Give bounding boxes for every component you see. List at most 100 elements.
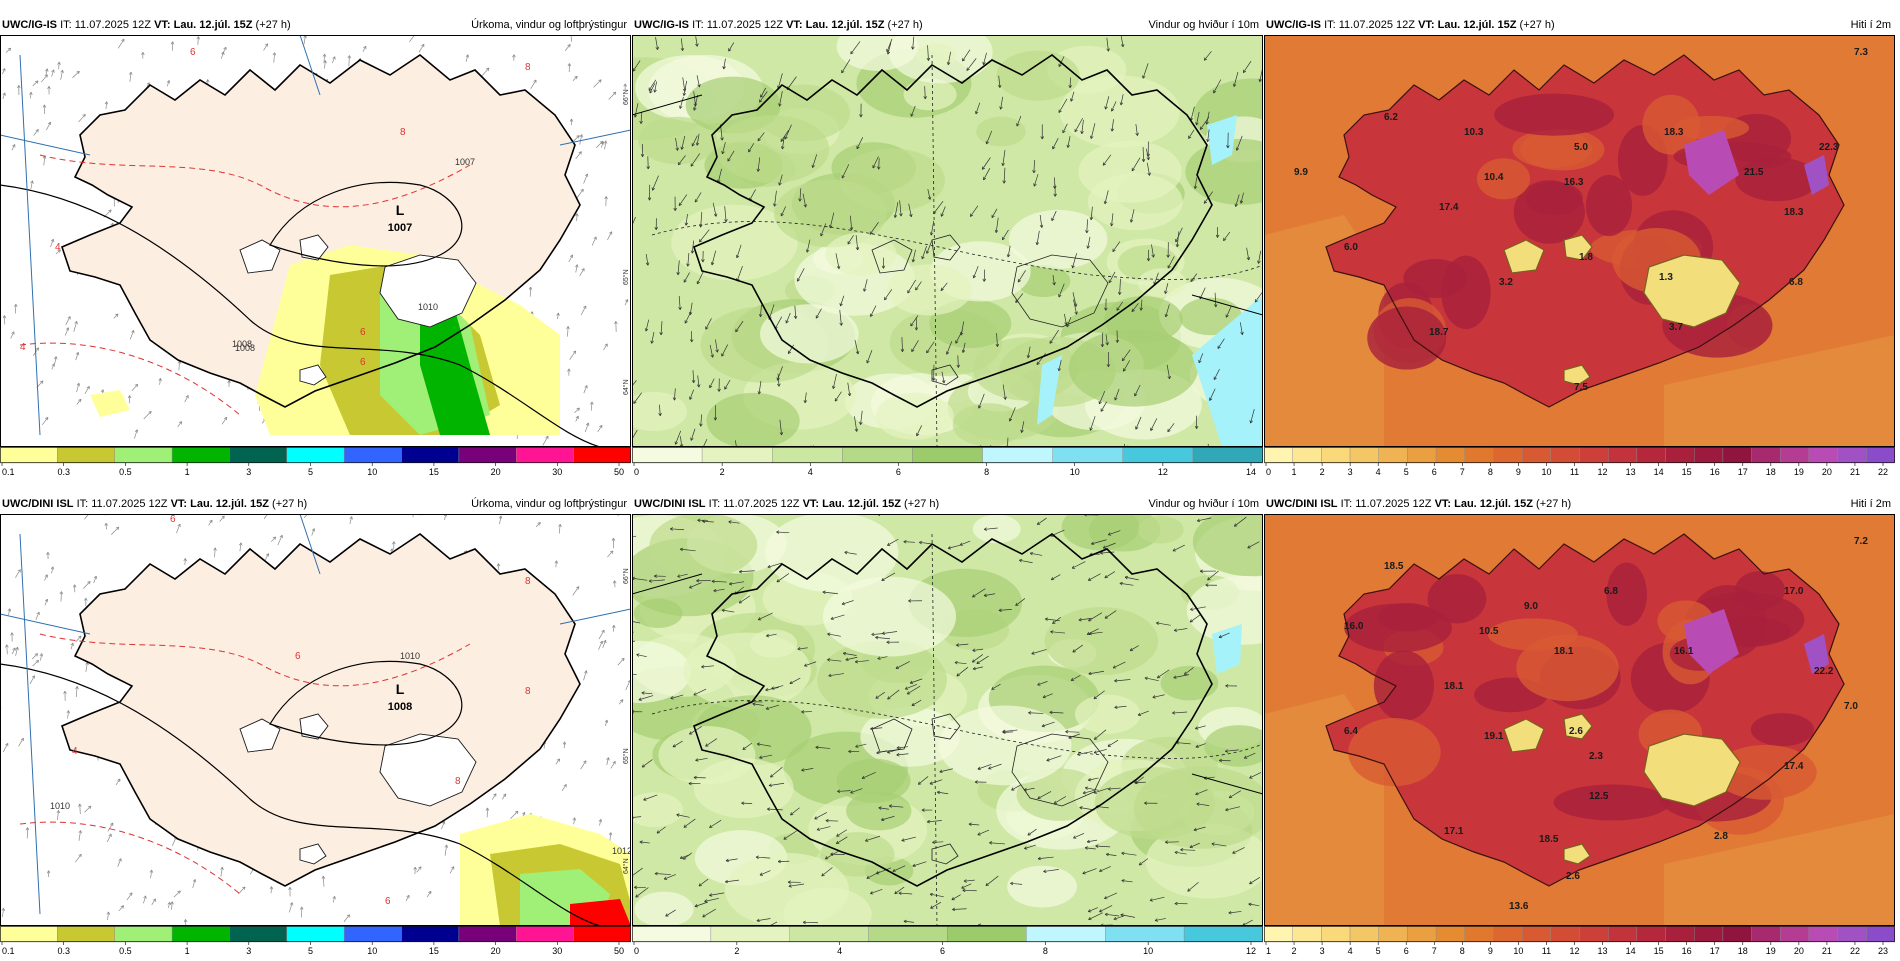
- map-area: [632, 514, 1263, 926]
- temp-area: [1441, 256, 1490, 329]
- latitude-label: 66°N: [622, 568, 630, 584]
- temp-label: 18.3: [1664, 127, 1684, 138]
- colorbar-label: 5: [1404, 467, 1409, 477]
- colorbar-segment: [0, 447, 57, 463]
- colorbar-segment: [1293, 447, 1322, 463]
- colorbar-segment: [1379, 447, 1408, 463]
- wind-speed-area: [916, 43, 956, 67]
- field-title: Úrkoma, vindur og loftþrýstingur: [471, 498, 627, 510]
- isobar-label: 1010: [400, 651, 420, 661]
- colorbar-segment: [459, 447, 516, 463]
- colorbar-label: 0.1: [2, 946, 15, 956]
- temp-label: 2.6: [1569, 726, 1583, 737]
- temp-area: [1367, 307, 1446, 370]
- colorbar-label: 18: [1738, 946, 1748, 956]
- wind-speed-area: [875, 393, 953, 440]
- field-title: Vindur og hviður í 10m: [1149, 19, 1259, 31]
- wind-speed-area: [904, 79, 957, 111]
- temp-label: 6.8: [1604, 586, 1618, 597]
- low-pressure-label: L: [396, 202, 405, 218]
- panel-header: UWC/IG-IS IT: 11.07.2025 12Z VT: Lau. 12…: [1264, 15, 1895, 35]
- colorbar-label: 10: [1143, 946, 1153, 956]
- it-value: 11.07.2025 12Z: [1355, 498, 1431, 510]
- model-name: UWC/DINI ISL: [634, 498, 706, 510]
- colorbar-label: 10: [1541, 467, 1551, 477]
- colorbar-label: 2: [720, 467, 725, 477]
- colorbar-label: 50: [614, 467, 624, 477]
- wind-speed-area: [1045, 607, 1158, 675]
- colorbar-label: 14: [1246, 467, 1256, 477]
- isotherm-label: 8: [455, 776, 461, 787]
- colorbar-label: 3: [1348, 467, 1353, 477]
- colorbar-segment: [1184, 926, 1263, 942]
- colorbar-label: 17: [1710, 946, 1720, 956]
- colorbar-label: 15: [429, 467, 439, 477]
- panel-header: UWC/DINI ISL IT: 11.07.2025 12Z VT: Lau.…: [632, 494, 1263, 514]
- low-pressure-value: 1007: [388, 222, 412, 234]
- model-name: UWC/DINI ISL: [1266, 498, 1338, 510]
- temp-label: 22.3: [1819, 142, 1839, 153]
- colorbar-segment: [1694, 447, 1723, 463]
- colorbar-segment: [842, 447, 912, 463]
- colorbar-label: 15: [1654, 946, 1664, 956]
- colorbar-segment: [172, 447, 229, 463]
- temp-area: [1553, 784, 1670, 820]
- panel-ig-temp: UWC/IG-IS IT: 11.07.2025 12Z VT: Lau. 12…: [1264, 15, 1895, 477]
- wind-speed-area: [1078, 141, 1181, 203]
- wind-speed-area: [1007, 866, 1077, 908]
- colorbar-label: 8: [984, 467, 989, 477]
- temp-label: 3.7: [1669, 322, 1683, 333]
- it-value: 11.07.2025 12Z: [75, 19, 151, 31]
- colorbar-label: 4: [837, 946, 842, 956]
- colorbar-label: 13: [1598, 946, 1608, 956]
- latitude-label: 65°N: [622, 269, 630, 285]
- colorbar-label: 4: [1376, 467, 1381, 477]
- colorbar-segment: [1838, 447, 1867, 463]
- temp-label: 12.5: [1589, 791, 1609, 802]
- wind-speed-area: [716, 115, 829, 183]
- temp-label: 9.0: [1524, 601, 1538, 612]
- colorbar-segment: [115, 447, 172, 463]
- colorbar-segment: [1637, 926, 1666, 942]
- colorbar-segment: [1026, 926, 1105, 942]
- colorbar-segment: [1321, 447, 1350, 463]
- vt-label: VT:: [171, 498, 188, 510]
- vt-label: VT:: [803, 498, 820, 510]
- colorbar-segment: [1752, 926, 1781, 942]
- temp-label: 16.3: [1564, 177, 1584, 188]
- colorbar-label: 12: [1598, 467, 1608, 477]
- panel-ig-wind: UWC/IG-IS IT: 11.07.2025 12Z VT: Lau. 12…: [632, 15, 1263, 477]
- colorbar-segment: [1780, 447, 1809, 463]
- temp-label: 18.3: [1784, 207, 1804, 218]
- colorbar-label: 50: [614, 946, 624, 956]
- field-title: Hiti í 2m: [1851, 498, 1891, 510]
- colorbar-label: 3: [246, 946, 251, 956]
- colorbar-segment: [1866, 926, 1895, 942]
- isotherm-label: 6: [170, 514, 176, 525]
- temp-label: 18.1: [1554, 646, 1574, 657]
- colorbar-segment: [287, 447, 344, 463]
- colorbar-label: 19: [1794, 467, 1804, 477]
- colorbar-label: 3: [1320, 946, 1325, 956]
- wind-speed-area: [725, 853, 849, 926]
- colorbar-segment: [1608, 447, 1637, 463]
- colorbar-segment: [1350, 447, 1379, 463]
- colorbar-segment: [1465, 926, 1494, 942]
- colorbar-label: 12: [1246, 946, 1256, 956]
- colorbar-segment: [1866, 447, 1895, 463]
- colorbar-segment: [1321, 926, 1350, 942]
- vt-label: VT:: [1418, 19, 1435, 31]
- colorbar-segment: [0, 926, 57, 942]
- colorbar-segment: [1608, 926, 1637, 942]
- temp-label: 19.1: [1484, 731, 1504, 742]
- colorbar-segment: [1436, 447, 1465, 463]
- vt-value: Lau. 12.júl. 15Z: [190, 498, 269, 510]
- colorbar-label: 13: [1626, 467, 1636, 477]
- colorbar-label: 12: [1158, 467, 1168, 477]
- colorbar-label: 0.5: [119, 467, 132, 477]
- colorbar-label: 0: [1266, 467, 1271, 477]
